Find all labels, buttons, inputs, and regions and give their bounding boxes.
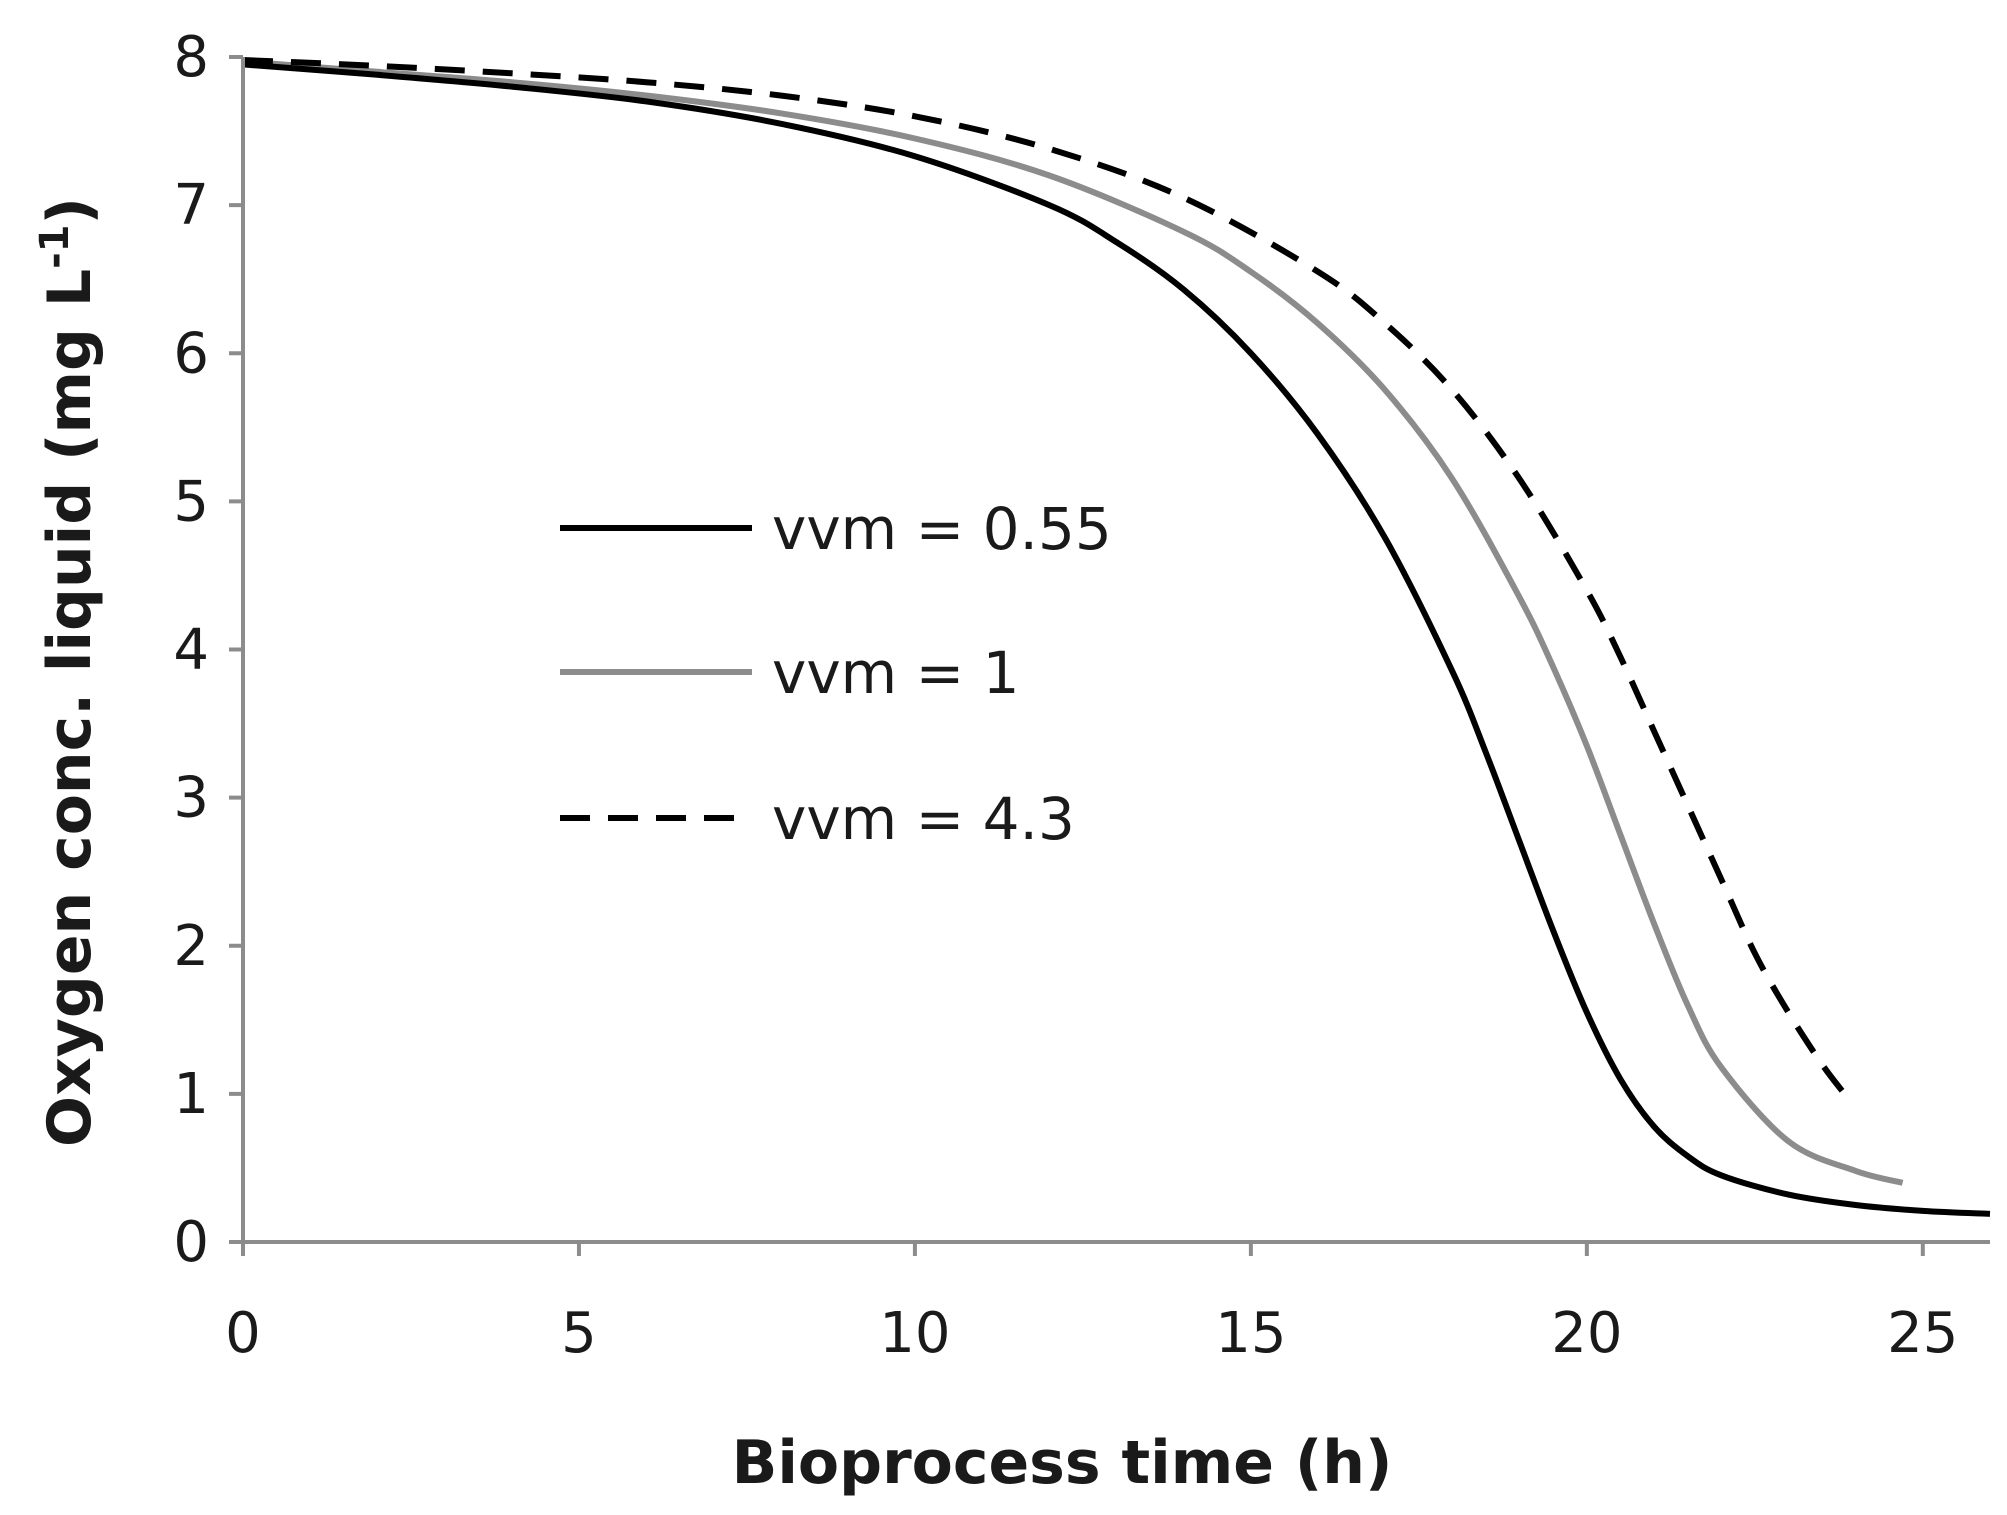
y-tick-label: 7 [173, 173, 209, 238]
y-axis-title-superscript: -1 [32, 224, 78, 268]
x-tick-label: 20 [1551, 1301, 1622, 1366]
y-tick-label: 0 [173, 1210, 209, 1275]
y-axis-ticks: 0 1 2 3 4 5 6 7 8 [173, 25, 243, 1275]
y-tick-label: 2 [173, 914, 209, 979]
x-axis-title: Bioprocess time (h) [732, 1428, 1393, 1498]
y-tick-label: 5 [173, 469, 209, 534]
y-tick-label: 6 [173, 321, 209, 386]
x-tick-label: 15 [1215, 1301, 1286, 1366]
x-tick-label: 5 [561, 1301, 597, 1366]
legend-label-vvm-4-3: vvm = 4.3 [772, 785, 1075, 853]
plot-lines [242, 57, 1991, 1217]
y-tick-label: 3 [173, 766, 209, 831]
x-tick-label: 10 [879, 1301, 950, 1366]
legend-label-vvm-1: vvm = 1 [772, 639, 1020, 707]
y-tick-label: 4 [173, 618, 209, 683]
x-tick-label: 25 [1887, 1301, 1958, 1366]
y-axis-title: Oxygen conc. liquid (mg L-1) [32, 197, 105, 1147]
y-axis-title-main: Oxygen conc. liquid (mg L [35, 269, 105, 1147]
series-line-vvm-4-3 [242, 57, 1845, 1093]
x-axis-ticks: 0 5 10 15 20 25 [225, 1242, 1958, 1366]
legend: vvm = 0.55 vvm = 1 vvm = 4.3 [560, 495, 1112, 853]
series-line-vvm-1 [242, 58, 1904, 1186]
y-tick-label: 1 [173, 1062, 209, 1127]
y-tick-label: 8 [173, 25, 209, 90]
x-tick-label: 0 [225, 1301, 261, 1366]
series-line-vvm-0-55 [242, 61, 1991, 1217]
y-axis-title-close: ) [35, 197, 105, 224]
legend-label-vvm-0-55: vvm = 0.55 [772, 495, 1112, 563]
